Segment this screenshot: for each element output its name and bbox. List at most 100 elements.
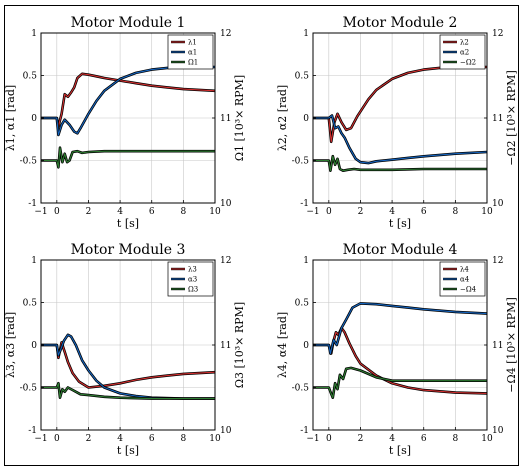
x-tick-label: 2: [358, 207, 364, 217]
series-line-3: [313, 155, 487, 172]
y-left-axis-label: λ1, α1 [rad]: [4, 85, 17, 151]
y-left-tick-label: 1: [303, 256, 309, 266]
series-outline-2: [41, 65, 215, 137]
x-tick-label: 0: [54, 207, 60, 217]
y-left-tick-label: -0.5: [292, 157, 310, 167]
y-right-tick-label: 12: [492, 29, 503, 39]
x-tick-label: 10: [209, 434, 221, 444]
x-tick-label: 10: [481, 434, 493, 444]
x-tick-label: 6: [149, 207, 155, 217]
x-tick-label: 4: [117, 207, 123, 217]
chart-title: Motor Module 1: [71, 15, 186, 31]
y-left-tick-label: 0: [303, 114, 309, 124]
y-right-axis-label: −Ω2 [10³× RPM]: [505, 70, 518, 165]
legend-label: λ2: [460, 39, 469, 47]
y-right-tick-label: 12: [220, 256, 231, 266]
series-outline-1: [41, 341, 216, 389]
x-tick-label: −1: [34, 207, 47, 217]
chart-title: Motor Module 4: [343, 242, 458, 258]
y-left-tick-label: -0.5: [20, 157, 38, 167]
y-left-tick-label: 0.5: [23, 72, 38, 82]
legend-label: Ω3: [188, 286, 198, 294]
y-left-axis-label: λ2, α2 [rad]: [276, 85, 289, 151]
x-tick-label: 8: [452, 434, 458, 444]
y-left-tick-label: 0: [31, 341, 37, 351]
y-right-tick-label: 10: [492, 199, 504, 209]
chart-title: Motor Module 2: [343, 15, 458, 31]
series-line-2: [41, 334, 215, 400]
x-axis-label: t [s]: [389, 444, 411, 457]
x-axis-label: t [s]: [117, 217, 139, 230]
y-left-tick-label: 0: [303, 341, 309, 351]
series-line-3: [313, 367, 487, 399]
x-tick-label: 8: [452, 207, 458, 217]
legend-label: λ3: [188, 266, 197, 274]
legend-label: λ4: [460, 266, 469, 274]
y-left-axis-label: λ3, α3 [rad]: [4, 312, 17, 378]
x-tick-label: 0: [326, 207, 332, 217]
series-line-2: [313, 302, 488, 355]
series-outline-3: [41, 381, 215, 400]
y-right-tick-label: 10: [492, 426, 504, 436]
x-tick-label: 2: [86, 434, 92, 444]
series-line-3: [41, 382, 215, 400]
y-left-tick-label: -0.5: [20, 384, 38, 394]
x-tick-label: 10: [209, 207, 221, 217]
x-tick-label: 0: [54, 434, 60, 444]
legend: λ1 α1 Ω1: [167, 34, 214, 70]
chart-title: Motor Module 3: [71, 242, 186, 258]
series-outline-2: [313, 302, 488, 355]
legend-label: λ1: [188, 39, 197, 47]
legend-label: −Ω4: [460, 286, 477, 294]
y-left-tick-label: 0.5: [295, 72, 310, 82]
x-tick-label: 2: [86, 207, 92, 217]
y-right-axis-label: Ω1 [10³× RPM]: [233, 75, 246, 161]
y-right-tick-label: 12: [492, 256, 503, 266]
x-tick-label: −1: [34, 434, 47, 444]
x-tick-label: 6: [421, 434, 427, 444]
legend-label: α1: [188, 49, 197, 57]
x-tick-label: 8: [180, 207, 186, 217]
y-left-tick-label: 0.5: [295, 299, 310, 309]
legend-label: −Ω2: [460, 59, 476, 67]
series-line-3: [41, 147, 215, 168]
y-right-tick-label: 11: [492, 341, 503, 351]
y-right-axis-label: Ω3 [10³× RPM]: [233, 302, 246, 388]
chart-2: −1 0 2 4 6 8 10 -1 -0.5 0 0.5 1 10 11 12 Motor Module 2…: [276, 15, 518, 230]
y-left-tick-label: -1: [28, 426, 37, 436]
y-left-tick-label: -1: [300, 199, 309, 209]
y-right-tick-label: 12: [220, 29, 231, 39]
y-right-tick-label: 11: [220, 114, 231, 124]
x-tick-label: 10: [481, 207, 493, 217]
x-tick-label: 4: [117, 434, 123, 444]
legend: λ4 α4 −Ω4: [439, 261, 486, 297]
x-axis-label: t [s]: [389, 217, 411, 230]
y-right-tick-label: 10: [220, 426, 232, 436]
y-left-tick-label: 1: [31, 256, 37, 266]
chart-4: −1 0 2 4 6 8 10 -1 -0.5 0 0.5 1 10 11 12 Motor Module 4…: [276, 242, 518, 457]
x-tick-label: 4: [389, 207, 395, 217]
y-left-tick-label: 0: [31, 114, 37, 124]
series-line-2: [41, 66, 215, 136]
x-tick-label: 6: [421, 207, 427, 217]
legend: λ2 α2 −Ω2: [439, 34, 486, 70]
y-right-tick-label: 11: [220, 341, 231, 351]
legend-label: α3: [188, 276, 197, 284]
legend: λ3 α3 Ω3: [167, 261, 214, 297]
x-tick-label: 2: [358, 434, 364, 444]
y-left-tick-label: 1: [31, 29, 37, 39]
y-right-tick-label: 10: [220, 199, 232, 209]
series-line-2: [313, 114, 488, 164]
y-left-tick-label: -1: [300, 426, 309, 436]
y-right-tick-label: 11: [492, 114, 503, 124]
y-left-tick-label: -1: [28, 199, 37, 209]
y-left-axis-label: λ4, α4 [rad]: [276, 312, 289, 378]
x-axis-label: t [s]: [117, 444, 139, 457]
legend-label: α4: [460, 276, 470, 284]
series-outline-3: [41, 146, 215, 169]
x-tick-label: 8: [180, 434, 186, 444]
y-right-axis-label: −Ω4 [10³× RPM]: [505, 297, 518, 392]
series-line-1: [41, 73, 216, 128]
y-left-tick-label: -0.5: [292, 384, 310, 394]
